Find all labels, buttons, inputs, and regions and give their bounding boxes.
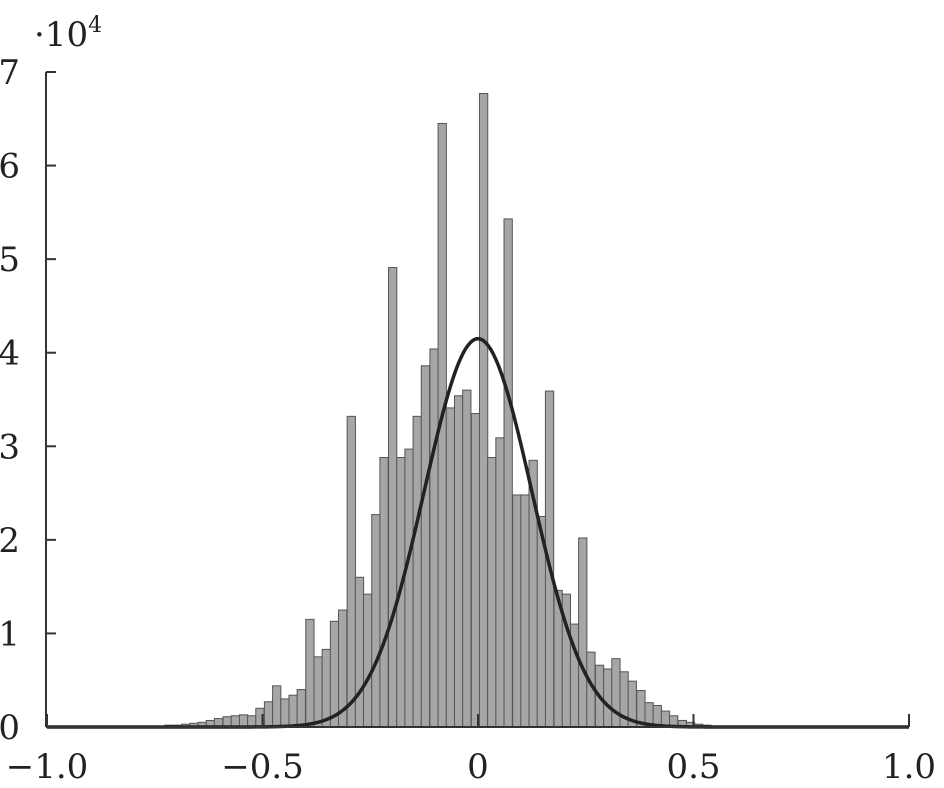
histogram-bar — [379, 457, 389, 728]
histogram-bar — [263, 701, 274, 728]
y-axis-multiplier: ·104 — [34, 13, 102, 55]
histogram-bar — [305, 618, 315, 728]
y-multiplier-exponent: 4 — [88, 13, 102, 38]
x-tick-label: 0 — [467, 747, 489, 787]
histogram-bar — [272, 685, 282, 728]
histogram-bar — [404, 448, 414, 728]
histogram-bar — [280, 698, 290, 728]
bars-layer — [73, 93, 894, 728]
y-tick-label: 0 — [0, 708, 20, 748]
histogram-bar — [288, 694, 298, 728]
y-tick-label: 3 — [0, 427, 20, 467]
histogram-bar — [429, 348, 439, 728]
histogram-bar — [487, 457, 497, 728]
histogram-bar — [313, 656, 323, 728]
histogram-bar — [520, 494, 530, 728]
histogram-bar — [296, 689, 306, 728]
tick-labels-layer: 0 1 2 3 4 5 6 7 −1.0 −0.5 0 0.5 1.0 — [0, 53, 936, 787]
histogram-bar — [495, 437, 505, 728]
x-tick-label: −0.5 — [221, 747, 304, 787]
y-tick-label: 6 — [0, 147, 20, 187]
histogram-bar — [388, 267, 398, 728]
histogram-bar — [503, 218, 513, 728]
histogram-bar — [420, 365, 431, 728]
histogram-bar — [512, 494, 522, 728]
y-tick-label: 4 — [0, 334, 20, 374]
histogram-bar — [453, 395, 464, 728]
histogram-bar — [321, 648, 331, 728]
x-tick-label: 0.5 — [666, 747, 720, 787]
histogram-bar — [578, 537, 588, 728]
y-tick-label: 5 — [0, 240, 20, 280]
y-multiplier-base: ·10 — [34, 15, 88, 55]
histogram-bar — [346, 415, 356, 728]
histogram-bar — [611, 658, 621, 728]
histogram-bar — [445, 407, 456, 728]
y-tick-label: 2 — [0, 521, 20, 561]
histogram-bar — [371, 514, 381, 728]
x-tick-label: 1.0 — [882, 747, 936, 787]
histogram-bar — [470, 413, 481, 728]
histogram-bar — [354, 576, 365, 728]
histogram-bar — [363, 593, 373, 728]
histogram-bar — [478, 93, 489, 728]
x-tick-label: −1.0 — [6, 747, 89, 787]
histogram-bar — [412, 415, 422, 728]
histogram-bar — [238, 714, 249, 728]
y-tick-label: 7 — [0, 53, 20, 93]
histogram-bar — [603, 668, 613, 728]
histogram-bar — [462, 389, 472, 728]
histogram-bar — [329, 620, 340, 728]
axes-layer — [45, 71, 910, 728]
y-tick-label: 1 — [0, 614, 20, 654]
